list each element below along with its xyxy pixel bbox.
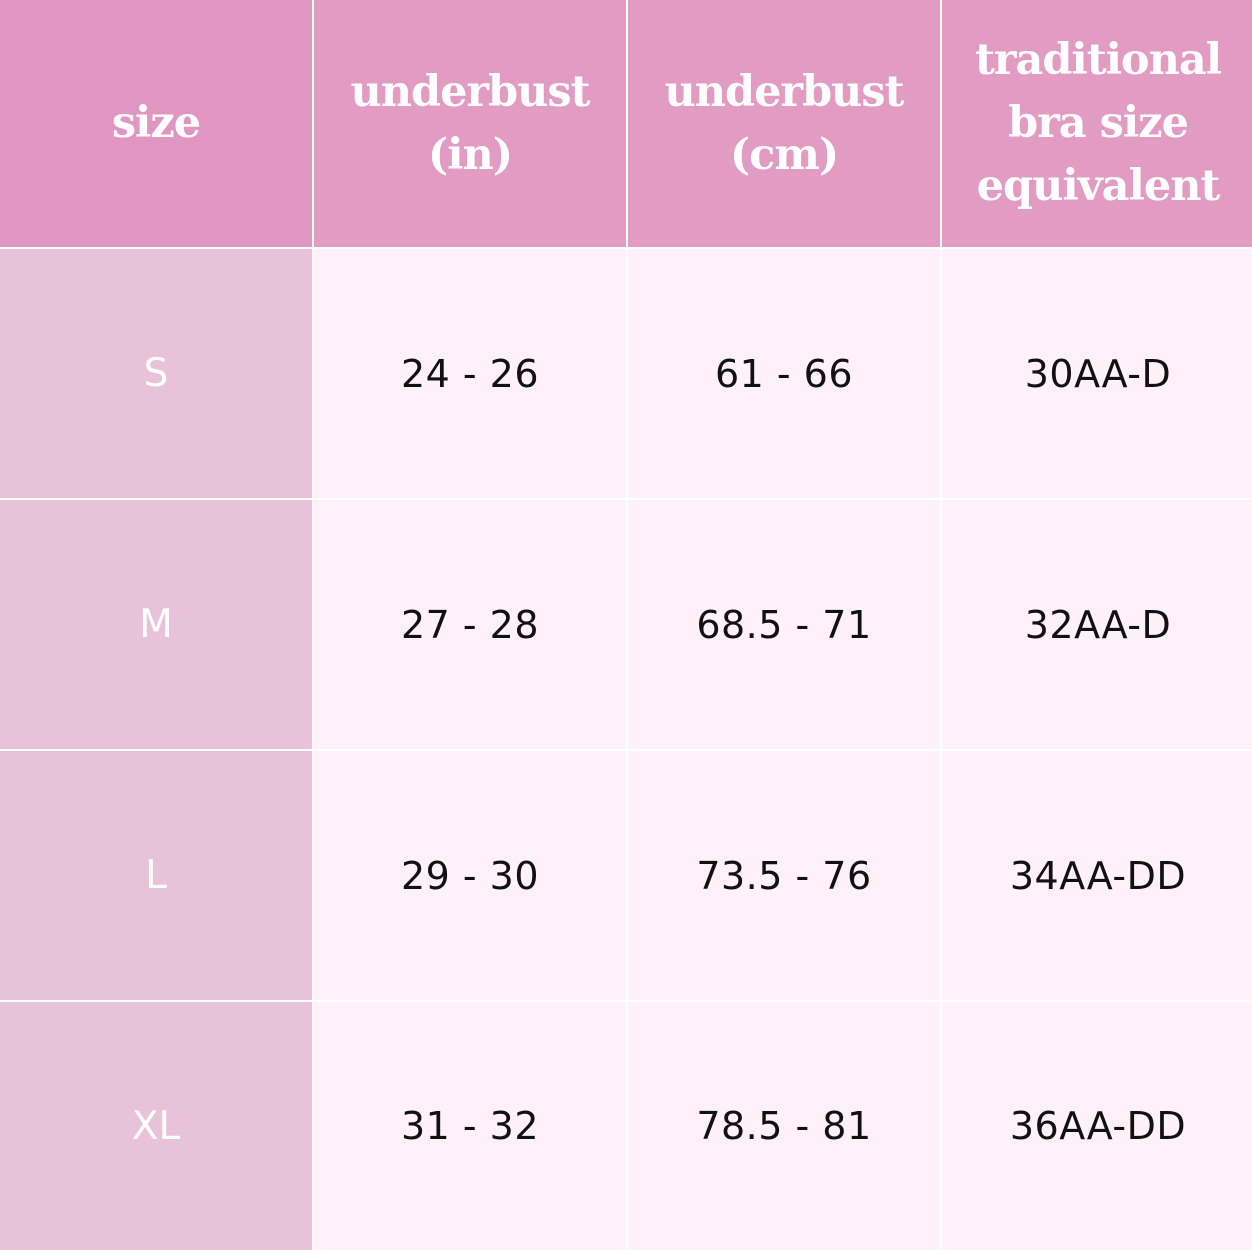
header-size-label: size bbox=[111, 98, 201, 148]
table-row-size: XL bbox=[0, 1002, 312, 1250]
table-cell-underbust-in: 31 - 32 bbox=[314, 1002, 626, 1250]
header-bra-size-label: traditional bra size equivalent bbox=[974, 35, 1222, 211]
table-cell-bra-size: 32AA-D bbox=[942, 500, 1252, 749]
table-cell-underbust-in: 29 - 30 bbox=[314, 751, 626, 1000]
table-cell-underbust-cm: 78.5 - 81 bbox=[628, 1002, 940, 1250]
table-row-size: M bbox=[0, 500, 312, 749]
table-cell-bra-size: 36AA-DD bbox=[942, 1002, 1252, 1250]
table-cell-underbust-cm: 73.5 - 76 bbox=[628, 751, 940, 1000]
table-cell-bra-size: 30AA-D bbox=[942, 249, 1252, 498]
header-size: size bbox=[0, 0, 312, 247]
table-row-size: S bbox=[0, 249, 312, 498]
table-cell-underbust-cm: 68.5 - 71 bbox=[628, 500, 940, 749]
table-cell-underbust-in: 24 - 26 bbox=[314, 249, 626, 498]
table-cell-underbust-in: 27 - 28 bbox=[314, 500, 626, 749]
header-underbust-in: underbust (in) bbox=[314, 0, 626, 247]
header-bra-size: traditional bra size equivalent bbox=[942, 0, 1252, 247]
header-underbust-cm-label: underbust (cm) bbox=[664, 66, 904, 180]
header-underbust-in-label: underbust (in) bbox=[350, 66, 590, 180]
table-cell-underbust-cm: 61 - 66 bbox=[628, 249, 940, 498]
header-underbust-cm: underbust (cm) bbox=[628, 0, 940, 247]
table-row-size: L bbox=[0, 751, 312, 1000]
table-cell-bra-size: 34AA-DD bbox=[942, 751, 1252, 1000]
